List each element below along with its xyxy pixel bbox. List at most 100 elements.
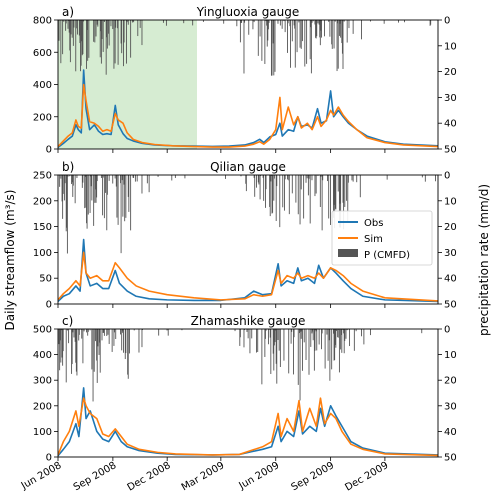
precip-bar [344,175,346,207]
precip-bar [338,329,340,373]
precip-bar [139,20,141,28]
precip-bar [266,20,268,26]
precip-bar [342,175,344,203]
right-y-tick-label: 0 [444,325,450,336]
right-y-tick-label: 50 [444,300,457,311]
precip-bar [421,329,423,334]
precip-bar [72,329,74,333]
precip-bar [311,329,313,334]
precip-bar [327,175,328,182]
precip-bar [297,175,299,215]
y-tick-label: 200 [33,196,52,207]
precip-bar [290,20,291,68]
precip-bar [315,20,317,38]
precip-bar [303,175,305,219]
precip-bar [84,175,86,209]
precip-bar [272,329,274,354]
precip-bar [127,20,129,25]
precip-bar [166,329,168,331]
precip-bar [245,175,247,184]
precip-bar [343,329,345,334]
precip-bar [334,329,336,345]
precip-bar [71,20,73,38]
precip-bar [125,175,127,218]
precip-bar [138,329,140,353]
precip-bar [113,329,115,346]
precip-bar [239,20,241,43]
precip-bar [89,329,91,331]
precip-bar [91,175,93,201]
precip-bar [328,329,330,341]
precip-bar [299,329,300,334]
precip-bar [303,329,305,343]
precip-bar [82,20,84,55]
precip-bar [67,20,69,29]
precip-bar [67,175,69,177]
precip-bar [100,20,102,64]
precip-bar [348,20,350,29]
precip-bar [63,175,65,201]
precip-bar [77,20,78,35]
panel-label: a) [62,5,74,19]
panel-title: Qilian gauge [210,160,286,174]
precip-bar [69,20,71,51]
precip-bar [304,20,306,67]
precip-bar [335,175,337,210]
precip-bar [181,329,183,331]
precip-bar [284,175,285,211]
precip-bar [99,329,101,373]
precip-bar [307,175,309,196]
x-tick-label: Mar 2009 [180,460,227,493]
precip-bar [346,20,348,43]
precip-bar [71,175,73,185]
y-tick-label: 600 [33,48,52,59]
precip-bar [270,329,272,374]
precip-bar [386,175,388,180]
precip-bar [288,175,290,215]
precip-bar [106,20,108,49]
precip-bar [297,329,299,385]
precip-bar [333,329,334,334]
precip-bar [273,175,275,179]
precip-bar [121,329,123,351]
precip-bar [244,20,246,23]
panel-title: Yingluoxia gauge [196,5,300,19]
precip-bar [338,20,340,36]
precip-bar [329,20,331,37]
precip-bar [337,329,339,338]
precip-bar [202,20,204,22]
y-tick-label: 300 [33,376,52,387]
series-lines [58,387,438,457]
precip-bar [102,175,104,216]
precip-bar [343,329,345,354]
precip-bar [261,329,263,385]
precip-bar [90,175,92,187]
x-tick-label: Sep 2009 [289,460,336,493]
precip-bar [75,329,77,372]
precip-bar [335,329,337,348]
precip-bar [133,175,135,179]
precip-bar [306,20,308,64]
precip-bar [355,329,357,332]
precip-bar [326,329,328,335]
right-y-tick-label: 30 [444,401,457,412]
precip-bar [79,20,81,44]
precip-bar [69,20,71,63]
x-tick-label: Dec 2009 [343,460,390,494]
precip-bar [115,20,117,28]
precip-bar [81,329,83,339]
precip-bar [96,329,98,361]
precip-bar [315,20,317,39]
precip-bar [127,175,129,197]
precip-bar [126,20,128,23]
precip-bar [314,329,316,351]
precip-bar [404,20,405,23]
precip-bar [167,329,169,336]
precip-bar [339,20,341,24]
precip-bar [131,20,133,23]
precip-bar [341,20,343,54]
precip-bar [96,175,98,182]
precip-bar [248,20,250,35]
precip-bar [320,175,322,177]
